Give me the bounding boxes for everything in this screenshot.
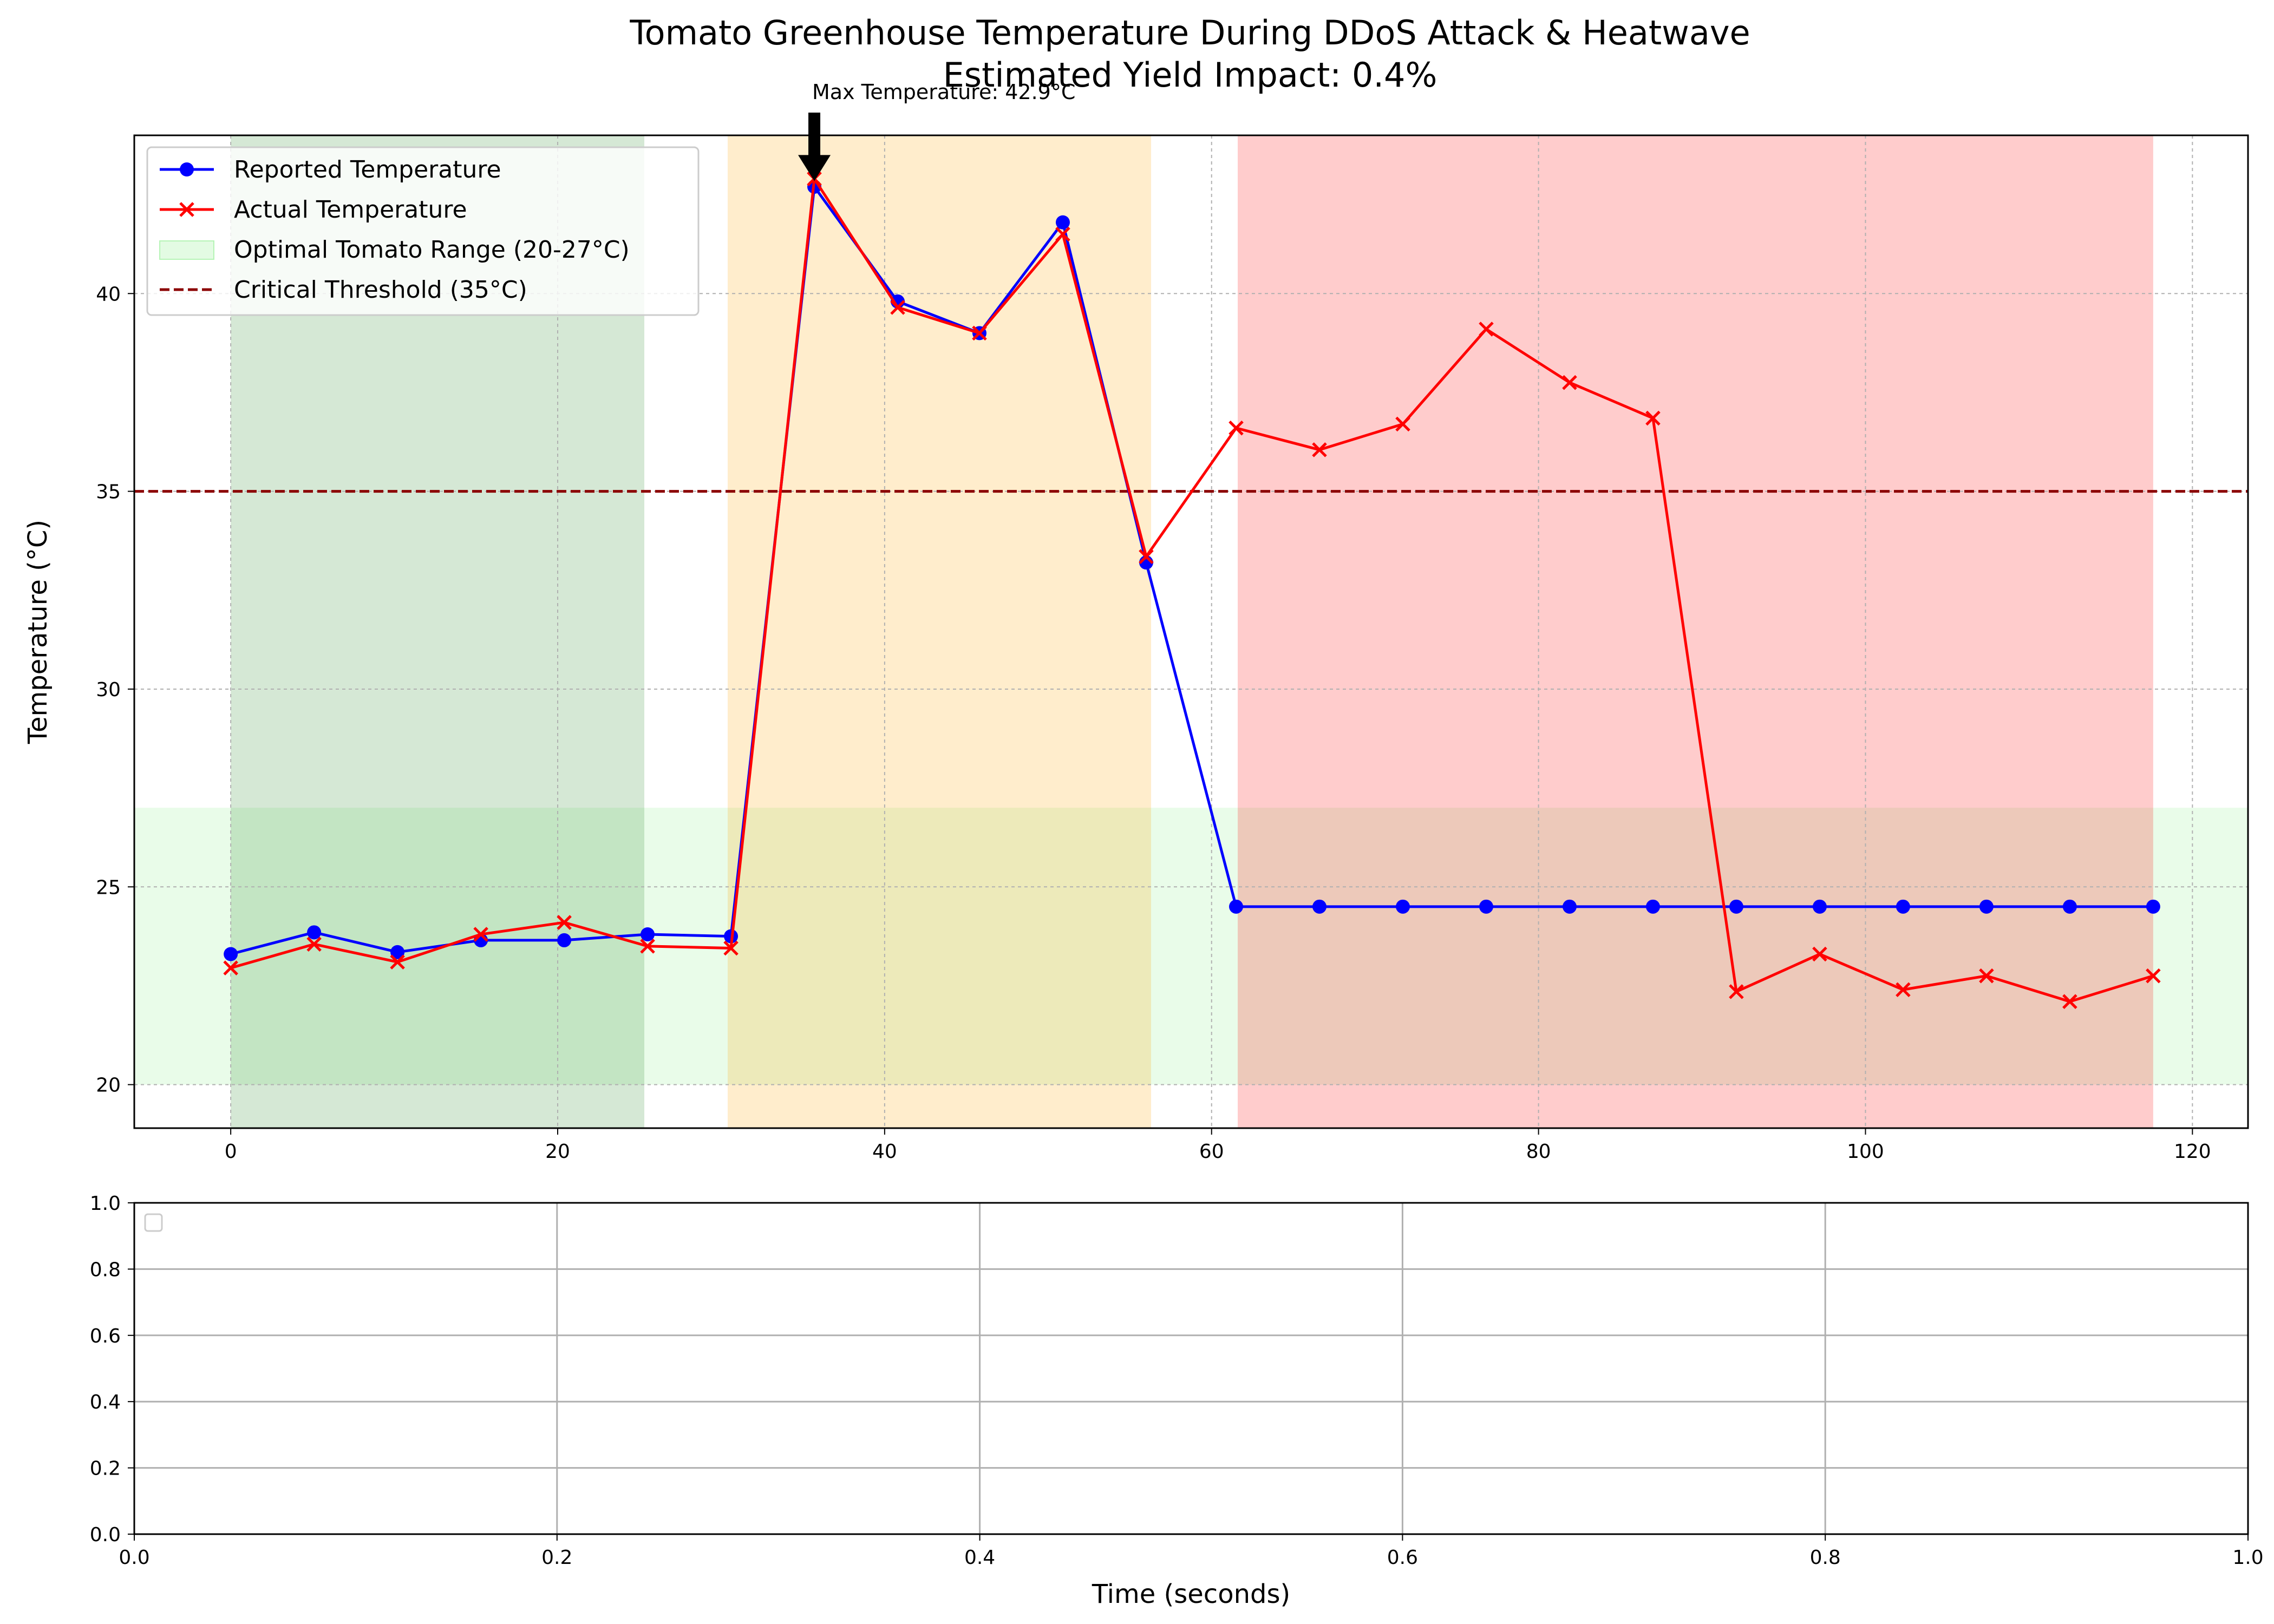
top-ticks: 0 20 40 60 80 100 120 20 25 30 35 40 [96,283,2211,1163]
chart-subtitle: Estimated Yield Impact: 0.4% [943,55,1437,95]
top-plot-frame [133,134,2249,1129]
actual-point [1645,410,1661,426]
legend-box [146,146,700,316]
bottom-x-tick-label: 0.0 [119,1547,149,1569]
bottom-y-tick-label: 0.6 [90,1325,121,1347]
bottom-plot-frame [133,1202,2249,1535]
actual-point [972,325,987,341]
actual-point [306,937,322,952]
legend-label-threshold: Critical Threshold (35°C) [234,276,527,304]
y-tick-label: 40 [96,283,121,305]
bottom-x-tick-label: 0.2 [541,1547,572,1569]
chart-title: Tomato Greenhouse Temperature During DDo… [629,13,1750,53]
legend-label-reported: Reported Temperature [234,156,501,184]
reported-point [390,945,405,959]
legend-marker-reported [180,162,194,176]
actual-point [640,939,655,954]
series-line-actual [230,175,2154,1003]
event-band-1 [728,135,1152,1128]
actual-point [473,927,488,942]
reported-point [1979,899,1994,914]
actual-point [1812,946,1827,962]
actual-point [1479,322,1494,337]
actual-point [1395,416,1410,432]
bottom-grid [134,1203,2248,1534]
reported-point [1479,899,1493,914]
y-tick-label: 25 [96,876,121,899]
reported-point [1729,899,1743,914]
bottom-y-tick-label: 1.0 [90,1193,121,1215]
event-band-2 [1238,135,2153,1128]
y-tick-label: 30 [96,679,121,701]
actual-point [1562,375,1577,390]
reported-point [1562,899,1577,914]
max-temperature-annotation: Max Temperature: 42.9°C [798,80,1075,181]
actual-point [390,954,405,970]
actual-point [1139,549,1154,564]
bottom-y-tick-label: 0.0 [90,1524,121,1546]
actual-point [1896,982,1911,998]
bottom-plot: 0.0 0.2 0.4 0.6 0.8 1.0 0.0 0.2 0.4 0.6 0.8 1.0 Tim… [90,1193,2264,1609]
x-tick-label: 80 [1526,1141,1551,1163]
reported-point [224,947,238,961]
x-tick-label: 20 [545,1141,570,1163]
y-axis-label: Temperature (°C) [23,520,53,744]
actual-point [1055,226,1070,242]
reported-point [1055,215,1070,230]
reported-point [1312,899,1327,914]
series-line-reported [230,183,2153,955]
actual-point [723,940,739,956]
reported-point [1229,899,1244,914]
bottom-x-tick-label: 1.0 [2232,1547,2263,1569]
actual-point [1312,442,1327,457]
legend-label-actual: Actual Temperature [234,196,467,224]
legend: Reported Temperature Actual Temperature … [146,146,700,316]
bottom-x-tick-label: 0.8 [1810,1547,1841,1569]
x-tick-label: 0 [225,1141,237,1163]
bottom-x-tick-label: 0.6 [1387,1547,1418,1569]
x-tick-label: 60 [1199,1141,1224,1163]
reported-point [641,927,655,941]
actual-point [2062,994,2077,1009]
actual-point [557,915,572,930]
bottom-ticks: 0.0 0.2 0.4 0.6 0.8 1.0 0.0 0.2 0.4 0.6 0.8 1.0 [90,1193,2264,1569]
bottom-y-tick-label: 0.8 [90,1259,121,1281]
reported-point [1812,899,1827,914]
reported-point [557,933,572,947]
actual-point [1229,420,1244,436]
x-tick-label: 120 [2174,1141,2211,1163]
y-tick-label: 35 [96,481,121,503]
reported-point [1896,899,1910,914]
legend-label-optimal: Optimal Tomato Range (20-27°C) [234,236,630,264]
actual-point [1979,968,1994,984]
bottom-x-tick-label: 0.4 [964,1547,995,1569]
x-tick-label: 40 [872,1141,897,1163]
bottom-y-tick-label: 0.2 [90,1458,121,1480]
reported-point [2062,899,2077,914]
x-tick-label: 100 [1847,1141,1884,1163]
actual-point [223,960,238,975]
reported-point [1645,899,1660,914]
actual-point [890,300,905,315]
reported-point [307,925,322,940]
legend-marker-actual [179,202,194,217]
x-axis-label: Time (seconds) [1092,1579,1290,1609]
actual-point [1729,984,1744,999]
bottom-y-tick-label: 0.4 [90,1391,121,1413]
top-series [134,171,2248,1009]
actual-point [2146,968,2161,984]
max-temperature-label: Max Temperature: 42.9°C [812,80,1075,104]
optimal-range-band [134,808,2248,1085]
reported-point [2146,899,2160,914]
y-tick-label: 20 [96,1075,121,1097]
reported-point [1396,899,1410,914]
max-temperature-arrow [798,113,831,181]
legend-swatch-optimal [159,240,214,260]
temperature-plot: 0 20 40 60 80 100 120 20 25 30 35 40 Temperature (°… [23,80,2249,1163]
bottom-empty-legend [144,1213,163,1232]
